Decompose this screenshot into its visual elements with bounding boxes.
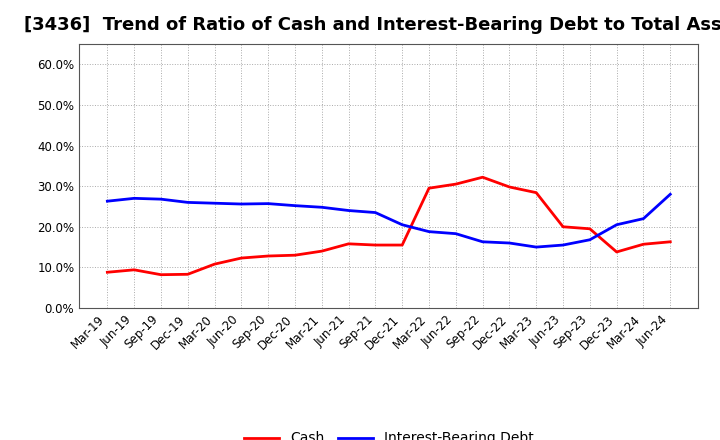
Interest-Bearing Debt — [532, 245, 541, 250]
Interest-Bearing Debt — [130, 196, 138, 201]
Interest-Bearing Debt — [666, 192, 675, 197]
Interest-Bearing Debt — [612, 222, 621, 227]
Cash — [371, 242, 379, 248]
Cash — [666, 239, 675, 245]
Cash — [264, 253, 272, 259]
Interest-Bearing Debt — [237, 202, 246, 207]
Cash — [451, 181, 460, 187]
Interest-Bearing Debt — [157, 197, 166, 202]
Interest-Bearing Debt — [639, 216, 648, 221]
Line: Interest-Bearing Debt: Interest-Bearing Debt — [107, 194, 670, 247]
Interest-Bearing Debt — [478, 239, 487, 245]
Interest-Bearing Debt — [451, 231, 460, 236]
Cash — [184, 271, 192, 277]
Interest-Bearing Debt — [425, 229, 433, 234]
Cash — [130, 267, 138, 272]
Line: Cash: Cash — [107, 177, 670, 275]
Cash — [585, 226, 594, 231]
Interest-Bearing Debt — [398, 222, 407, 227]
Cash — [478, 175, 487, 180]
Interest-Bearing Debt — [184, 200, 192, 205]
Cash — [639, 242, 648, 247]
Legend: Cash, Interest-Bearing Debt: Cash, Interest-Bearing Debt — [238, 426, 539, 440]
Cash — [559, 224, 567, 229]
Interest-Bearing Debt — [559, 242, 567, 248]
Cash — [157, 272, 166, 277]
Interest-Bearing Debt — [585, 237, 594, 242]
Cash — [612, 249, 621, 255]
Cash — [505, 184, 514, 190]
Interest-Bearing Debt — [505, 240, 514, 246]
Cash — [344, 241, 353, 246]
Interest-Bearing Debt — [318, 205, 326, 210]
Cash — [291, 253, 300, 258]
Interest-Bearing Debt — [371, 210, 379, 215]
Cash — [210, 261, 219, 267]
Cash — [532, 190, 541, 195]
Interest-Bearing Debt — [103, 198, 112, 204]
Cash — [237, 255, 246, 260]
Interest-Bearing Debt — [264, 201, 272, 206]
Interest-Bearing Debt — [344, 208, 353, 213]
Cash — [103, 270, 112, 275]
Cash — [398, 242, 407, 248]
Cash — [318, 249, 326, 254]
Interest-Bearing Debt — [291, 203, 300, 208]
Interest-Bearing Debt — [210, 201, 219, 206]
Title: [3436]  Trend of Ratio of Cash and Interest-Bearing Debt to Total Assets: [3436] Trend of Ratio of Cash and Intere… — [24, 16, 720, 34]
Cash — [425, 186, 433, 191]
